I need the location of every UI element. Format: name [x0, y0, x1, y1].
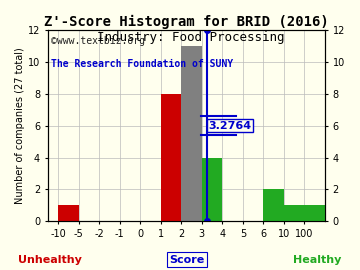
Text: 3.2764: 3.2764 [208, 121, 252, 131]
Title: Z'-Score Histogram for BRID (2016): Z'-Score Histogram for BRID (2016) [44, 15, 329, 29]
Bar [161, 94, 181, 221]
Text: Unhealthy: Unhealthy [18, 255, 82, 265]
Y-axis label: Number of companies (27 total): Number of companies (27 total) [15, 47, 25, 204]
Text: The Research Foundation of SUNY: The Research Foundation of SUNY [50, 59, 233, 69]
Bar [58, 205, 78, 221]
Bar [181, 46, 202, 221]
Bar [284, 205, 325, 221]
Text: Industry: Food Processing: Industry: Food Processing [97, 31, 284, 44]
Bar [264, 189, 284, 221]
Text: Score: Score [170, 255, 205, 265]
Text: Healthy: Healthy [293, 255, 341, 265]
Text: ©www.textbiz.org: ©www.textbiz.org [50, 36, 145, 46]
Bar [202, 158, 222, 221]
